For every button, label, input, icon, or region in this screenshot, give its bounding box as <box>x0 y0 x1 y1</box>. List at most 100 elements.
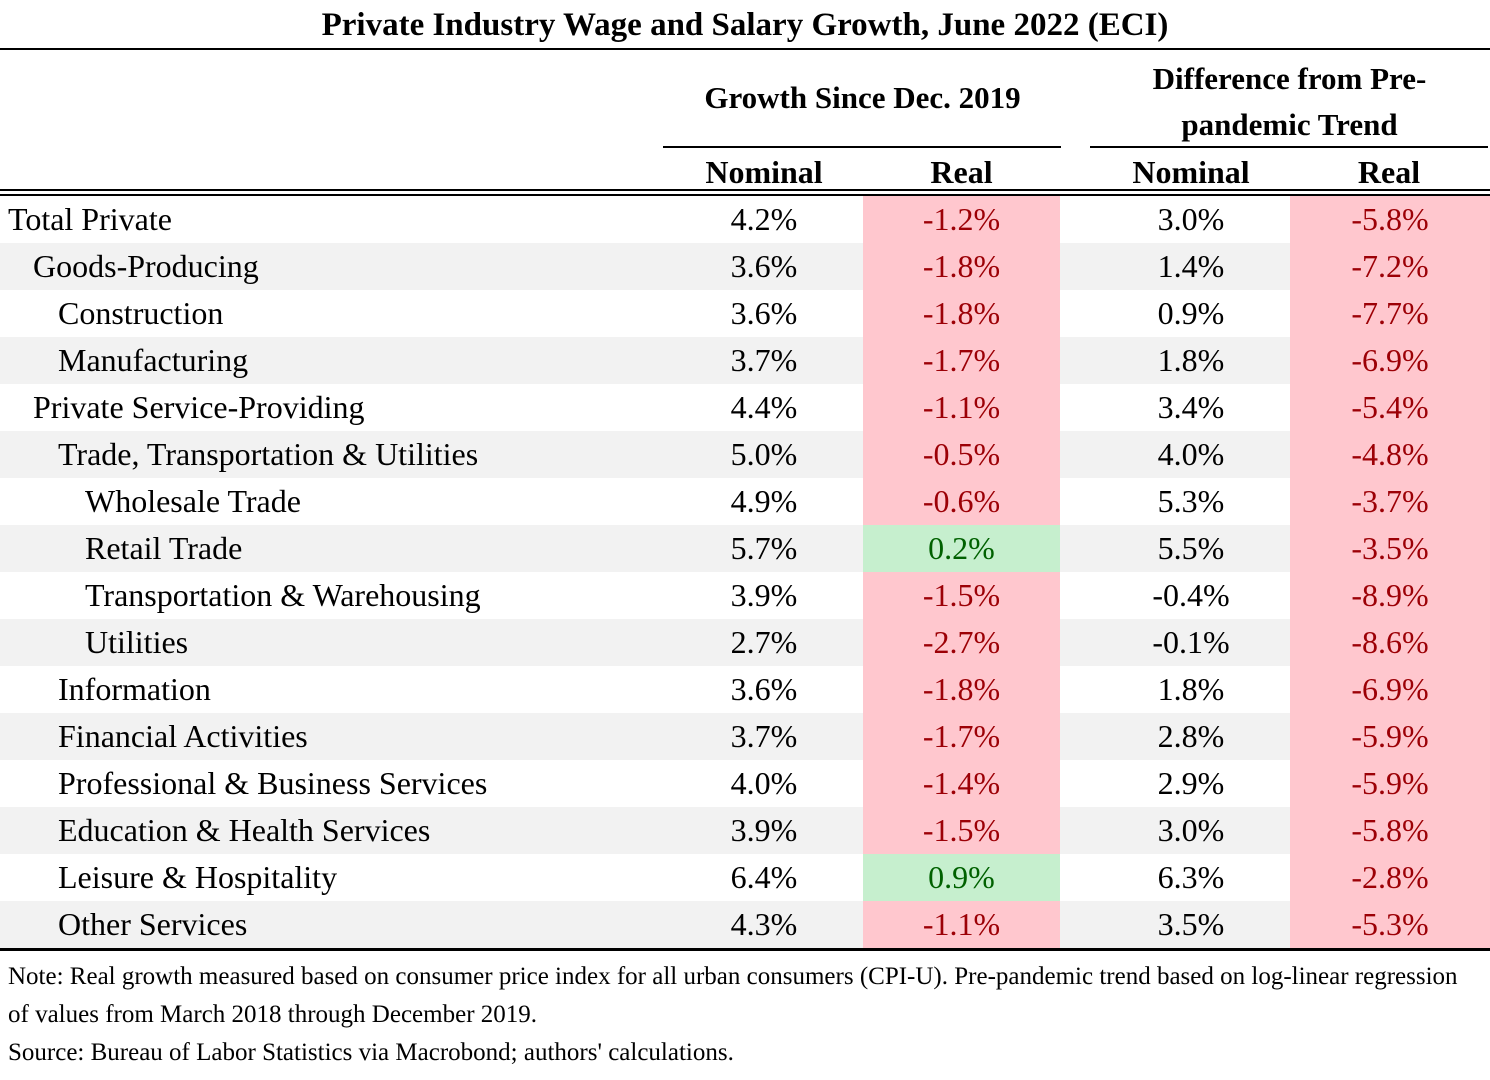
cell-growth-real: -1.1% <box>863 384 1060 431</box>
cell-diff-nominal: 5.3% <box>1157 483 1225 519</box>
cell-diff-nominal: 6.3% <box>1157 859 1225 895</box>
data-table: Total Private 4.2% -1.2% 3.0% -5.8% Goods-Pro… <box>0 196 1490 948</box>
table-title: Private Industry Wage and Salary Growth,… <box>321 7 1169 43</box>
cell-growth-nominal: 3.7% <box>665 337 863 384</box>
cell-growth-nominal: 3.6% <box>730 671 798 707</box>
cell-growth-nominal: 2.7% <box>665 619 863 666</box>
group-underline-difference <box>1090 146 1488 148</box>
column-gap <box>1060 619 1092 666</box>
cell-diff-real: -8.9% <box>1290 572 1490 619</box>
footnotes: Note: Real growth measured based on cons… <box>8 958 1484 1072</box>
cell-diff-nominal: 2.8% <box>1092 713 1290 760</box>
cell-growth-real: -1.4% <box>863 760 1060 807</box>
table-row: Goods-Producing 3.6% -1.8% 1.4% -7.2% <box>0 243 1490 290</box>
source-text: Source: Bureau of Labor Statistics via M… <box>8 1039 734 1066</box>
row-label: Education & Health Services <box>0 807 665 854</box>
column-gap <box>1060 243 1092 290</box>
col-header-growth-real: Real <box>930 154 993 190</box>
col-header-diff-nominal: Nominal <box>1132 154 1250 190</box>
cell-growth-nominal: 5.0% <box>665 431 863 478</box>
cell-diff-nominal: -0.4% <box>1152 577 1230 613</box>
cell-diff-real: -5.9% <box>1290 713 1490 760</box>
bottom-rule <box>0 948 1490 951</box>
cell-growth-real: -1.5% <box>863 572 1060 619</box>
cell-growth-real: 0.2% <box>863 525 1060 572</box>
cell-diff-real: -8.6% <box>1290 619 1490 666</box>
cell-growth-nominal: 4.3% <box>665 901 863 948</box>
cell-diff-nominal: 1.4% <box>1092 243 1290 290</box>
cell-growth-nominal: 3.9% <box>730 577 798 613</box>
column-gap <box>1060 478 1092 525</box>
row-label: Utilities <box>0 619 665 666</box>
cell-diff-real: -7.7% <box>1290 290 1490 337</box>
cell-diff-nominal: 1.8% <box>1092 337 1290 384</box>
table-row: Utilities 2.7% -2.7% -0.1% -8.6% <box>0 619 1490 666</box>
cell-diff-real: -3.7% <box>1290 478 1490 525</box>
cell-diff-real: -4.8% <box>1290 431 1490 478</box>
row-label: Wholesale Trade <box>85 483 301 519</box>
table-row: Other Services 4.3% -1.1% 3.5% -5.3% <box>0 901 1490 948</box>
table-row: Financial Activities 3.7% -1.7% 2.8% -5.9% <box>0 713 1490 760</box>
column-gap <box>1060 572 1092 619</box>
column-gap <box>1060 901 1092 948</box>
column-gap <box>1060 666 1092 713</box>
cell-growth-real: -1.8% <box>863 290 1060 337</box>
table-body: Total Private 4.2% -1.2% 3.0% -5.8% Goods-Pro… <box>0 196 1490 948</box>
col-header-growth-nominal: Nominal <box>705 154 823 190</box>
cell-growth-real: -2.7% <box>863 619 1060 666</box>
table-row: Information 3.6% -1.8% 1.8% -6.9% <box>0 666 1490 713</box>
row-label: Financial Activities <box>0 713 665 760</box>
cell-growth-real: -1.7% <box>863 337 1060 384</box>
cell-growth-nominal: 3.7% <box>665 713 863 760</box>
row-label: Leisure & Hospitality <box>58 859 338 895</box>
cell-growth-nominal: 6.4% <box>730 859 798 895</box>
note-text: Note: Real growth measured based on cons… <box>8 963 1458 1028</box>
cell-growth-nominal: 4.9% <box>730 483 798 519</box>
cell-growth-nominal: 3.6% <box>730 295 798 331</box>
header-rule-upper <box>0 189 1490 191</box>
group-header-difference: Difference from Pre- pandemic Trend <box>1092 56 1487 148</box>
row-label: Information <box>58 671 211 707</box>
group-underline-growth <box>663 146 1061 148</box>
column-gap <box>1060 431 1092 478</box>
table-row: Transportation & Warehousing 3.9% -1.5% -0.… <box>0 572 1490 619</box>
cell-diff-nominal: 4.0% <box>1092 431 1290 478</box>
column-gap <box>1060 807 1092 854</box>
top-rule <box>0 48 1490 50</box>
cell-diff-real: -2.8% <box>1290 854 1490 901</box>
cell-growth-nominal: 4.4% <box>730 389 798 425</box>
table-row: Retail Trade 5.7% 0.2% 5.5% -3.5% <box>0 525 1490 572</box>
cell-diff-real: -6.9% <box>1290 666 1490 713</box>
table-row: Construction 3.6% -1.8% 0.9% -7.7% <box>0 290 1490 337</box>
cell-diff-nominal: 3.5% <box>1092 901 1290 948</box>
cell-diff-nominal: 1.8% <box>1157 671 1225 707</box>
row-label: Transportation & Warehousing <box>85 577 481 613</box>
cell-diff-real: -5.3% <box>1290 901 1490 948</box>
cell-growth-real: -1.8% <box>863 666 1060 713</box>
cell-diff-nominal: -0.1% <box>1092 619 1290 666</box>
cell-diff-real: -3.5% <box>1290 525 1490 572</box>
row-label: Goods-Producing <box>0 243 665 290</box>
group-header-difference-line1: Difference from Pre- <box>1152 61 1427 96</box>
cell-diff-real: -5.9% <box>1290 760 1490 807</box>
row-label: Construction <box>58 295 224 331</box>
column-gap <box>1060 854 1092 901</box>
cell-growth-nominal: 3.6% <box>665 243 863 290</box>
cell-growth-nominal: 5.7% <box>665 525 863 572</box>
table-row: Professional & Business Services 4.0% -1.4… <box>0 760 1490 807</box>
cell-growth-real: -1.7% <box>863 713 1060 760</box>
cell-diff-nominal: 3.4% <box>1157 389 1225 425</box>
column-gap <box>1060 760 1092 807</box>
row-label: Manufacturing <box>0 337 665 384</box>
cell-diff-nominal: 3.0% <box>1157 201 1225 237</box>
table-row: Wholesale Trade 4.9% -0.6% 5.3% -3.7% <box>0 478 1490 525</box>
cell-diff-nominal: 2.9% <box>1157 765 1225 801</box>
cell-growth-real: -1.8% <box>863 243 1060 290</box>
cell-diff-nominal: 0.9% <box>1157 295 1225 331</box>
cell-growth-real: -0.6% <box>863 478 1060 525</box>
row-label: Total Private <box>8 201 172 237</box>
cell-diff-real: -5.8% <box>1290 196 1490 243</box>
column-gap <box>1060 525 1092 572</box>
cell-diff-real: -5.4% <box>1290 384 1490 431</box>
cell-growth-real: -1.2% <box>863 196 1060 243</box>
